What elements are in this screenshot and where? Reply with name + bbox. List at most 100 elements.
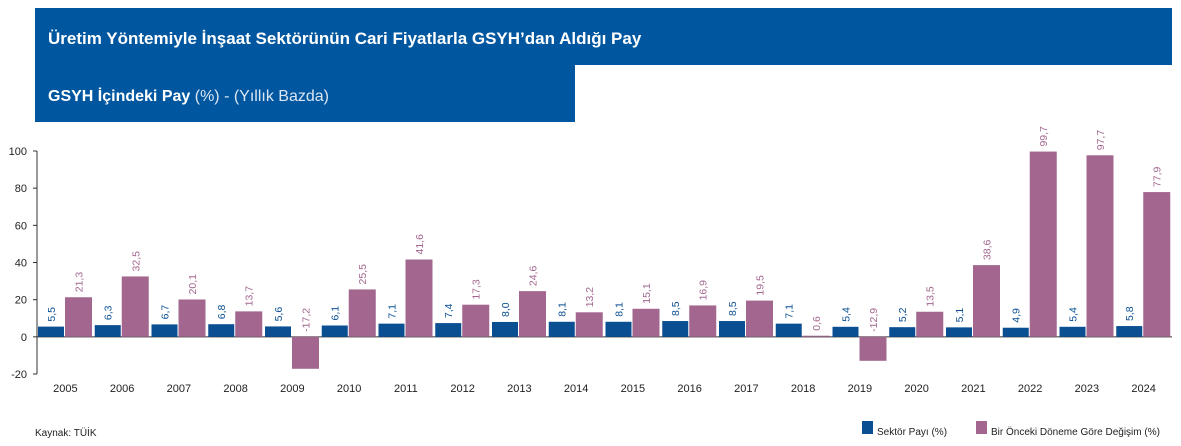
bar <box>462 304 490 337</box>
x-tick-label: 2006 <box>110 383 134 395</box>
x-tick-label: 2024 <box>1131 383 1155 395</box>
value-label: 0,6 <box>811 316 823 331</box>
x-tick-label: 2018 <box>791 383 815 395</box>
value-label: 8,1 <box>557 302 569 317</box>
value-label: 5,1 <box>954 308 966 323</box>
y-tick-label: 60 <box>15 220 27 232</box>
value-label: 32,5 <box>130 251 142 272</box>
bar <box>719 321 745 337</box>
x-tick-label: 2012 <box>450 383 474 395</box>
bar <box>519 291 546 337</box>
legend-label: Bir Önceki Döneme Göre Değişim (%) <box>991 426 1160 438</box>
bar <box>746 300 773 337</box>
bar <box>1059 326 1086 337</box>
bar <box>492 321 518 337</box>
bar <box>1002 327 1029 337</box>
value-label: 8,5 <box>727 301 739 316</box>
x-tick-label: 2008 <box>223 383 247 395</box>
x-tick-label: 2014 <box>564 383 588 395</box>
x-tick-label: 2009 <box>280 383 304 395</box>
x-tick-label: 2013 <box>507 383 531 395</box>
y-tick-label: 80 <box>15 183 27 195</box>
value-label: -12,9 <box>868 308 880 332</box>
value-label: 5,5 <box>46 307 58 322</box>
bar <box>832 326 859 337</box>
value-label: 24,6 <box>528 266 540 287</box>
y-tick-label: 40 <box>15 258 27 270</box>
bar <box>1029 151 1057 337</box>
chart-title: Üretim Yöntemiyle İnşaat Sektörünün Cari… <box>48 29 642 48</box>
subtitle-bar <box>35 65 575 122</box>
bar <box>605 321 632 337</box>
bar <box>575 312 603 337</box>
bar <box>265 326 291 337</box>
bar <box>973 265 1000 337</box>
value-label: 7,1 <box>784 304 796 319</box>
bar <box>121 276 149 337</box>
value-label: 7,1 <box>387 304 399 319</box>
value-label: 8,1 <box>614 302 626 317</box>
bar <box>378 323 405 337</box>
bar <box>208 324 235 337</box>
legend-swatch <box>862 421 873 434</box>
bar <box>405 259 433 337</box>
value-label: 4,9 <box>1011 308 1023 323</box>
value-label: 17,3 <box>471 279 483 300</box>
x-tick-label: 2019 <box>848 383 872 395</box>
x-tick-label: 2020 <box>904 383 928 395</box>
y-tick-label: 20 <box>15 295 27 307</box>
bar <box>632 308 660 337</box>
bar <box>946 327 972 337</box>
value-label: 13,7 <box>244 286 256 307</box>
bar <box>292 336 319 369</box>
value-label: 8,5 <box>670 301 682 316</box>
value-label: 25,5 <box>357 264 369 285</box>
value-label: 7,4 <box>443 303 455 318</box>
x-tick-label: 2011 <box>394 383 418 395</box>
bar <box>916 311 944 337</box>
y-tick-label: -20 <box>11 369 27 381</box>
value-label: 21,3 <box>74 272 86 293</box>
value-label: 6,8 <box>216 304 228 319</box>
value-label: 5,2 <box>897 307 909 322</box>
value-label: 13,5 <box>925 286 937 307</box>
bar <box>775 323 802 337</box>
bar <box>321 325 348 337</box>
value-label: 20,1 <box>187 274 199 295</box>
value-label: 16,9 <box>698 280 710 301</box>
x-tick-label: 2022 <box>1018 383 1042 395</box>
x-tick-label: 2017 <box>734 383 758 395</box>
bar <box>889 327 916 337</box>
chart-subtitle: GSYH İçindeki Pay (%) - (Yıllık Bazda) <box>48 87 329 105</box>
bar <box>662 321 689 337</box>
bar <box>348 289 376 337</box>
bar <box>435 323 462 337</box>
value-label: 13,2 <box>584 287 596 308</box>
bar <box>548 321 575 337</box>
title-bar <box>35 8 1172 65</box>
bar <box>802 335 830 337</box>
subtitle-unit: (%) - (Yıllık Bazda) <box>195 88 329 105</box>
legend-swatch <box>976 421 987 434</box>
x-tick-label: 2005 <box>53 383 77 395</box>
value-label: -17,2 <box>301 308 313 332</box>
value-label: 5,6 <box>273 307 285 322</box>
value-label: 19,5 <box>755 275 767 296</box>
bar <box>235 311 263 337</box>
value-label: 6,3 <box>103 305 115 320</box>
value-label: 6,7 <box>160 305 172 320</box>
bar <box>859 336 887 361</box>
bar <box>1086 155 1114 337</box>
bar <box>38 326 64 337</box>
value-label: 5,8 <box>1124 306 1136 321</box>
x-tick-label: 2023 <box>1075 383 1099 395</box>
legend-label: Sektör Payı (%) <box>877 427 947 438</box>
x-tick-label: 2010 <box>337 383 361 395</box>
bar <box>65 297 92 337</box>
y-tick-label: 100 <box>9 146 27 158</box>
value-label: 15,1 <box>641 283 653 304</box>
source: Kaynak: TÜİK <box>35 426 97 439</box>
bar <box>94 325 121 337</box>
bar <box>178 299 206 337</box>
